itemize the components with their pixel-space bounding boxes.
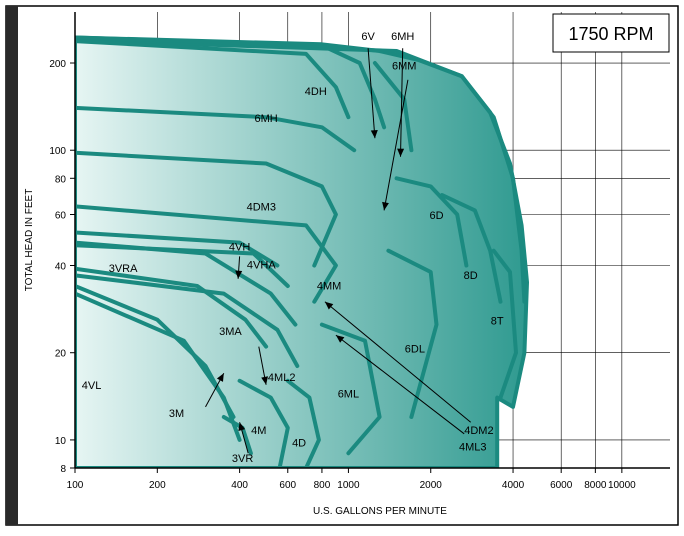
label-3vra-14: 3VRA xyxy=(109,263,138,275)
label-8t-8: 8T xyxy=(491,316,504,328)
chart-title: 1750 RPM xyxy=(568,24,653,44)
pointer-line-0 xyxy=(367,48,376,139)
label-6ml-11: 6ML xyxy=(338,389,359,401)
label-6mh-4: 6MH xyxy=(254,113,277,125)
curve-6mm-0 xyxy=(75,38,527,304)
pointer-head-5 xyxy=(235,270,243,279)
curve-6d-6 xyxy=(394,176,469,268)
curve-4m-19 xyxy=(237,378,290,468)
x-tick-label-4: 800 xyxy=(314,480,331,491)
curve-6ml-11 xyxy=(319,322,382,456)
model-labels: 6MM 6V 6MH 4DH 6MH 4DM3 6D 8D 8T 4MM 6DL 6ML 4VH 4VHA… xyxy=(82,31,504,465)
label-3vr-21: 3VR xyxy=(232,453,253,465)
label-6v-1: 6V xyxy=(361,31,375,43)
label-4d-20: 4D xyxy=(292,437,306,449)
pointer-line-4 xyxy=(335,334,465,435)
label-6d-6: 6D xyxy=(429,210,443,222)
curve-8t-8 xyxy=(491,248,518,400)
label-4vl-17: 4VL xyxy=(82,380,102,392)
x-tick-label-1: 200 xyxy=(149,480,166,491)
curve-4d-20 xyxy=(285,378,321,468)
curve-4vh-12 xyxy=(75,230,280,268)
pointer-line-2 xyxy=(383,79,409,211)
label-4vh-12: 4VH xyxy=(229,242,250,254)
curve-3ma-15 xyxy=(75,266,269,349)
x-axis-label: U.S. GALLONS PER MINUTE xyxy=(313,506,447,517)
x-tick-label-3: 600 xyxy=(279,480,296,491)
curve-4mm-9 xyxy=(75,204,338,304)
y-tick-label-5: 80 xyxy=(55,174,67,185)
label-6mm-0: 6MM xyxy=(392,61,416,73)
pointer-arrows xyxy=(205,48,472,454)
pointer-line-3 xyxy=(324,301,472,423)
label-4dh-3: 4DH xyxy=(305,86,327,98)
y-tick-label-6: 100 xyxy=(49,146,66,157)
left-strip xyxy=(6,6,18,525)
curve-4ml2-16 xyxy=(75,273,300,368)
x-ticks: 100 200 400 600 800 1000 2000 4000 6000 8000 10000 xyxy=(67,468,636,491)
pointer-line-1 xyxy=(400,48,404,157)
y-tick-label-0: 8 xyxy=(60,464,66,475)
coverage-curves xyxy=(75,35,529,468)
y-tick-label-4: 60 xyxy=(55,210,67,221)
x-tick-label-10: 10000 xyxy=(608,480,636,491)
y-tick-label-1: 10 xyxy=(55,436,67,447)
curve-8d-7 xyxy=(440,193,503,304)
label-4dm2-22: 4DM2 xyxy=(464,425,493,437)
label-4dm3-5: 4DM3 xyxy=(247,201,276,213)
y-tick-label-7: 200 xyxy=(49,59,66,70)
y-ticks: 8 10 20 40 60 80 100 200 xyxy=(49,59,75,475)
label-4mm-9: 4MM xyxy=(317,281,341,293)
label-4ml3-23: 4ML3 xyxy=(459,441,487,453)
x-tick-label-8: 6000 xyxy=(550,480,573,491)
curve-6mh-4 xyxy=(75,105,357,153)
y-tick-label-2: 20 xyxy=(55,349,67,360)
label-3ma-15: 3MA xyxy=(219,326,242,338)
pointer-head-0 xyxy=(370,130,378,139)
title-box xyxy=(552,13,670,53)
x-tick-label-0: 100 xyxy=(67,480,84,491)
pointer-head-2 xyxy=(382,201,389,211)
curve-4dm3-5 xyxy=(75,150,338,268)
label-8d-7: 8D xyxy=(464,270,478,282)
label-4ml2-16: 4ML2 xyxy=(268,372,296,384)
curve-6v-1 xyxy=(75,35,387,130)
curve-3m-18 xyxy=(75,291,242,442)
pointer-head-6 xyxy=(238,422,246,431)
pointer-head-1 xyxy=(397,148,405,157)
label-4vha-13: 4VHA xyxy=(247,260,276,272)
coverage-envelope xyxy=(75,35,529,468)
x-tick-label-5: 1000 xyxy=(337,480,360,491)
pointer-head-3 xyxy=(324,301,334,310)
label-3m-18: 3M xyxy=(169,408,184,420)
y-axis-label: TOTAL HEAD IN FEET xyxy=(24,189,35,292)
curve-6dl-10 xyxy=(386,248,439,419)
x-tick-label-7: 4000 xyxy=(502,480,525,491)
pointer-head-7 xyxy=(216,373,224,382)
label-6dl-10: 6DL xyxy=(405,344,425,356)
x-tick-label-2: 400 xyxy=(231,480,248,491)
pointer-head-8 xyxy=(261,376,268,385)
label-4m-19: 4M xyxy=(251,425,266,437)
label-6mh-2: 6MH xyxy=(391,31,414,43)
curve-4dh-3 xyxy=(75,39,351,120)
y-tick-label-3: 40 xyxy=(55,262,67,273)
pointer-head-4 xyxy=(335,335,345,343)
x-tick-label-6: 2000 xyxy=(420,480,443,491)
x-tick-label-9: 8000 xyxy=(584,480,607,491)
